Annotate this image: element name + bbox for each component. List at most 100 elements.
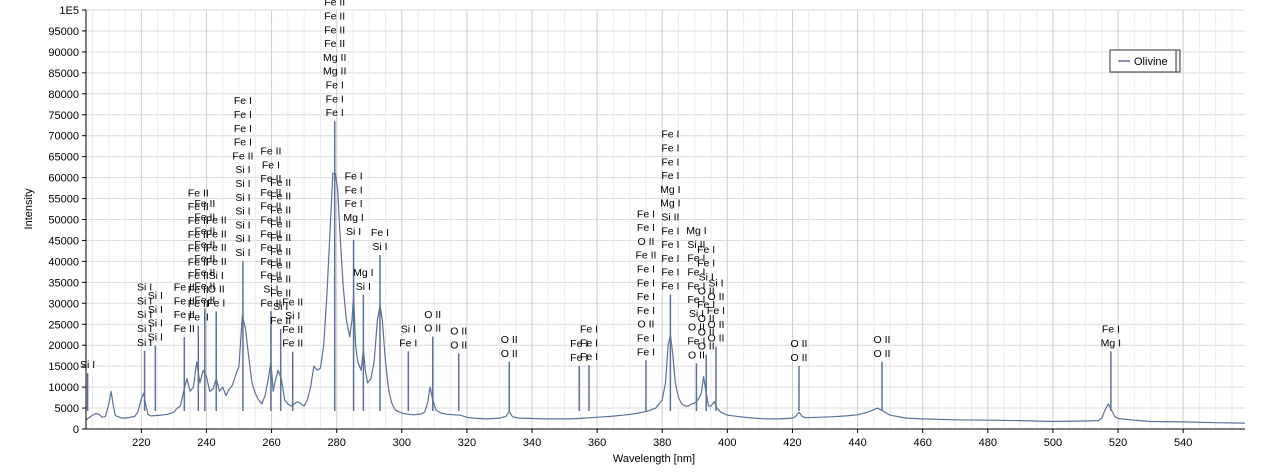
y-tick-label: 5000 [55,403,79,415]
annotation-label: Mg II [323,66,346,78]
legend: Olivine [1109,49,1181,73]
annotation-label: Si I [137,337,152,349]
y-tick-label: 0 [73,424,79,436]
annotation-label: Fe II [270,246,291,258]
line-annotations: Si ISi ISi ISi ISi ISi ISi ISi ISi ISi I… [80,0,1121,411]
annotation-label: Fe II [270,218,291,230]
annotation-label: O II [638,236,655,248]
annotation-label: Fe I [371,227,389,239]
x-tick-label: 380 [653,437,671,449]
annotation-label: Mg I [686,225,706,237]
annotation-label: Fe II [282,296,303,308]
annotation-label: Fe I [687,335,705,347]
annotation-label: Fe II [260,228,281,240]
annotation-label: Si I [708,277,723,289]
annotation-label: O II [874,334,891,346]
annotation-label: Fe I [661,170,679,182]
annotation-label: Fe I [580,351,598,363]
annotation-label: Si I [148,304,163,316]
annotation-label: Fe II [194,212,215,224]
y-tick-label: 65000 [48,152,79,164]
annotation-label: Fe II [260,270,281,282]
annotation-label: Fe I [637,222,655,234]
chart-grid [86,9,1245,430]
y-tick-label: 20000 [48,340,79,352]
y-tick-label: 95000 [48,26,79,38]
annotation-label: Fe I [637,291,655,303]
x-tick-label: 460 [914,437,932,449]
annotation-label: Fe I [234,137,252,149]
annotation-label: Fe II [270,191,291,203]
annotation-label: Fe II [260,297,281,309]
annotation-label: Fe II [194,267,215,279]
annotation-label: Fe II [194,225,215,237]
annotation-label: Si I [263,283,278,295]
legend-frame [1109,49,1177,73]
annotation-label: Fe I [637,208,655,220]
annotation-label: Fe I [1102,324,1120,336]
annotation-label: Si I [699,272,714,284]
y-tick-label: 15000 [48,361,79,373]
x-tick-label: 340 [523,437,541,449]
annotation-label: Si I [148,290,163,302]
tick-labels: 0 5000 10000 15000 20000 25000 30000 35000 40000… [48,5,1192,449]
x-tick-label: 400 [718,437,736,449]
annotation-label: Fe I [326,80,344,92]
annotation-label: O II [208,284,225,296]
y-tick-label: 50000 [48,215,79,227]
series-line-olivine [85,172,1246,424]
annotation-label: Fe II [188,187,209,199]
annotation-label: Fe II [188,270,209,282]
annotation-label: Fe I [697,258,715,270]
annotation-label: Si I [137,295,152,307]
annotation-label: O II [708,291,725,303]
annotation-label: Fe II [188,312,209,324]
annotation-label: Fe II [260,256,281,268]
annotation-label: Fe II [206,242,227,254]
annotation-label: Fe I [661,156,679,168]
annotation-label: Fe II [260,242,281,254]
annotation-label: Fe II [270,315,291,327]
annotation-label: Fe II [270,177,291,189]
annotation-label: Fe II [270,204,291,216]
annotation-label: Si I [148,331,163,343]
annotation-label: Fe I [661,281,679,293]
annotation-label: Fe I [207,297,225,309]
x-tick-label: 520 [1109,437,1127,449]
annotation-label: Fe II [188,298,209,310]
annotation-label: O II [688,349,705,361]
annotation-label: Fe II [188,215,209,227]
annotation-label: Si I [401,324,416,336]
annotation-label: Fe I [661,225,679,237]
annotation-label: Fe I [697,244,715,256]
annotation-label: Fe I [697,299,715,311]
annotation-label: Si I [235,247,250,259]
annotation-label: O II [698,327,715,339]
x-tick-label: 260 [262,437,280,449]
y-tick-label: 75000 [48,110,79,122]
annotation-label: Si I [235,178,250,190]
y-tick-label: 90000 [48,47,79,59]
annotation-label: Fe II [174,295,195,307]
x-tick-label: 540 [1174,437,1192,449]
annotation-label: Fe I [326,107,344,119]
annotation-label: Si I [235,164,250,176]
annotation-label: Fe II [206,215,227,227]
annotation-label: Fe I [687,280,705,292]
annotation-label: Si I [235,219,250,231]
annotation-label: Fe II [270,260,291,272]
annotation-label: Si I [689,308,704,320]
annotation-label: Fe I [580,337,598,349]
annotation-label: Si I [148,318,163,330]
y-tick-label: 1E5 [59,5,79,17]
annotation-label: Fe II [194,198,215,210]
y-tick-label: 80000 [48,89,79,101]
annotation-label: Fe II [260,173,281,185]
annotation-label: Fe I [234,123,252,135]
annotation-label: Fe I [687,294,705,306]
annotation-label: Fe I [345,184,363,196]
annotation-label: Si II [687,239,705,251]
annotation-label: Fe I [570,352,588,364]
annotation-label: Mg I [1101,337,1121,349]
